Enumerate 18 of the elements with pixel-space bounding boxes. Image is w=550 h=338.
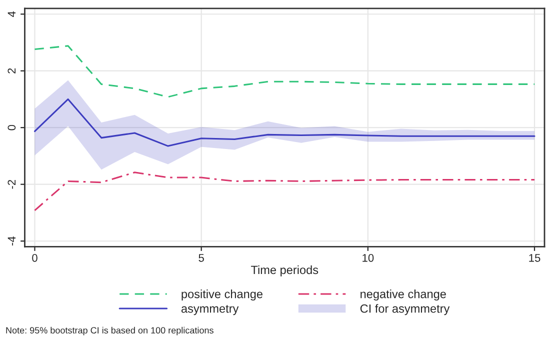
x-tick-label: 10 bbox=[362, 254, 374, 262]
x-axis-title: Time periods bbox=[251, 265, 318, 276]
x-tick-label: 5 bbox=[198, 254, 204, 262]
line-series bbox=[34, 98, 536, 147]
legend-label: asymmetry bbox=[181, 305, 239, 316]
y-tick-label: -2 bbox=[8, 180, 16, 189]
legend-label: negative change bbox=[360, 290, 446, 301]
y-tick-label: 2 bbox=[8, 68, 16, 74]
line-series bbox=[34, 172, 536, 212]
x-tick-label: 15 bbox=[529, 254, 540, 262]
x-tick-label: 0 bbox=[32, 254, 38, 262]
y-tick-label: 4 bbox=[8, 11, 16, 17]
y-tick-label: 0 bbox=[8, 124, 16, 130]
y-tick-label: -4 bbox=[8, 236, 16, 246]
line-series bbox=[34, 45, 536, 98]
legend-label: positive change bbox=[182, 290, 262, 301]
text: CI for asymmetry bbox=[360, 304, 450, 316]
text: Note: 95% bootstrap CI is based on 100 replications bbox=[6, 326, 214, 336]
